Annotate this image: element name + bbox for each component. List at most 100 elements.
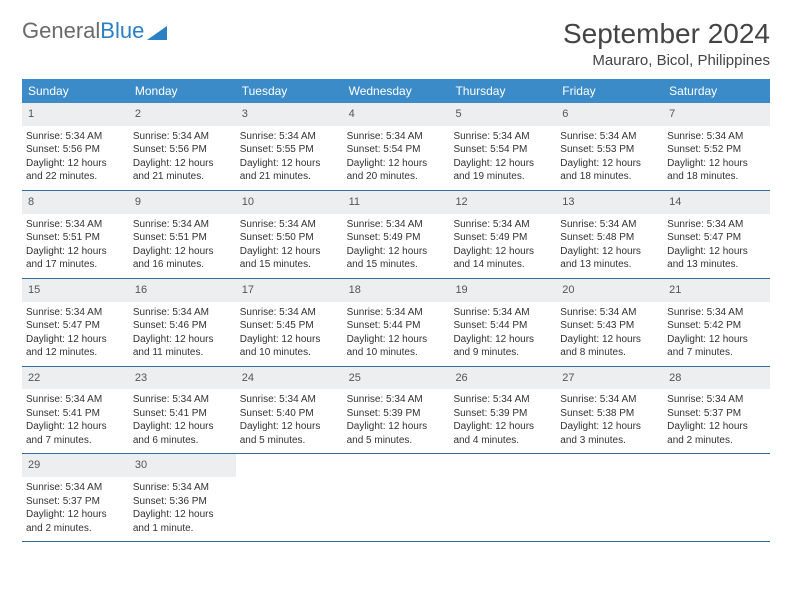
day-number: 8 [22, 191, 129, 214]
sunset-text: Sunset: 5:38 PM [560, 407, 659, 421]
day-number: 21 [663, 279, 770, 302]
sunset-text: Sunset: 5:37 PM [26, 495, 125, 509]
day-info: Sunrise: 5:34 AMSunset: 5:54 PMDaylight:… [343, 130, 450, 184]
day-header: Friday [556, 79, 663, 103]
day-header: Monday [129, 79, 236, 103]
sunrise-text: Sunrise: 5:34 AM [133, 130, 232, 144]
sunset-text: Sunset: 5:47 PM [26, 319, 125, 333]
sunrise-text: Sunrise: 5:34 AM [240, 218, 339, 232]
daylight-text: and 10 minutes. [347, 346, 446, 360]
daylight-text: and 8 minutes. [560, 346, 659, 360]
day-cell: 6 Sunrise: 5:34 AMSunset: 5:53 PMDaylight… [556, 103, 663, 190]
daylight-text: Daylight: 12 hours [240, 245, 339, 259]
day-cell: 24Sunrise: 5:34 AMSunset: 5:40 PMDayligh… [236, 367, 343, 454]
day-info: Sunrise: 5:34 AMSunset: 5:39 PMDaylight:… [343, 393, 450, 447]
logo: GeneralBlue [22, 18, 167, 44]
day-header: Wednesday [343, 79, 450, 103]
daylight-text: Daylight: 12 hours [26, 420, 125, 434]
daylight-text: and 15 minutes. [347, 258, 446, 272]
day-number: 16 [129, 279, 236, 302]
day-info: Sunrise: 5:34 AMSunset: 5:38 PMDaylight:… [556, 393, 663, 447]
daylight-text: Daylight: 12 hours [347, 245, 446, 259]
day-cell: 1Sunrise: 5:34 AMSunset: 5:56 PMDaylight… [22, 103, 129, 190]
daylight-text: and 14 minutes. [453, 258, 552, 272]
sunset-text: Sunset: 5:51 PM [26, 231, 125, 245]
day-number: 18 [343, 279, 450, 302]
day-info: Sunrise: 5:34 AMSunset: 5:43 PMDaylight:… [556, 306, 663, 360]
sunset-text: Sunset: 5:36 PM [133, 495, 232, 509]
daylight-text: Daylight: 12 hours [133, 333, 232, 347]
sunrise-text: Sunrise: 5:34 AM [240, 306, 339, 320]
sunset-text: Sunset: 5:41 PM [133, 407, 232, 421]
daylight-text: Daylight: 12 hours [667, 333, 766, 347]
day-number: 25 [343, 367, 450, 390]
day-info: Sunrise: 5:34 AMSunset: 5:42 PMDaylight:… [663, 306, 770, 360]
day-cell: 18Sunrise: 5:34 AMSunset: 5:44 PMDayligh… [343, 279, 450, 366]
sunrise-text: Sunrise: 5:34 AM [26, 130, 125, 144]
sunrise-text: Sunrise: 5:34 AM [133, 218, 232, 232]
daylight-text: Daylight: 12 hours [667, 157, 766, 171]
day-number: 7 [663, 103, 770, 126]
daylight-text: Daylight: 12 hours [560, 245, 659, 259]
day-cell: 8 Sunrise: 5:34 AMSunset: 5:51 PMDaylight… [22, 191, 129, 278]
sunrise-text: Sunrise: 5:34 AM [26, 481, 125, 495]
day-cell: 4Sunrise: 5:34 AMSunset: 5:54 PMDaylight… [343, 103, 450, 190]
day-cell: 3Sunrise: 5:34 AMSunset: 5:55 PMDaylight… [236, 103, 343, 190]
day-header: Tuesday [236, 79, 343, 103]
sunset-text: Sunset: 5:55 PM [240, 143, 339, 157]
sunrise-text: Sunrise: 5:34 AM [560, 130, 659, 144]
day-number: 6 [556, 103, 663, 126]
day-header: Thursday [449, 79, 556, 103]
day-cell: 30Sunrise: 5:34 AMSunset: 5:36 PMDayligh… [129, 454, 236, 541]
daylight-text: and 3 minutes. [560, 434, 659, 448]
sunrise-text: Sunrise: 5:34 AM [347, 306, 446, 320]
day-cell: 2Sunrise: 5:34 AMSunset: 5:56 PMDaylight… [129, 103, 236, 190]
sunset-text: Sunset: 5:45 PM [240, 319, 339, 333]
day-number: 22 [22, 367, 129, 390]
daylight-text: and 4 minutes. [453, 434, 552, 448]
day-info: Sunrise: 5:34 AMSunset: 5:50 PMDaylight:… [236, 218, 343, 272]
day-info: Sunrise: 5:34 AMSunset: 5:39 PMDaylight:… [449, 393, 556, 447]
daylight-text: and 6 minutes. [133, 434, 232, 448]
sunset-text: Sunset: 5:52 PM [667, 143, 766, 157]
sunset-text: Sunset: 5:37 PM [667, 407, 766, 421]
day-info: Sunrise: 5:34 AMSunset: 5:51 PMDaylight:… [22, 218, 129, 272]
sunrise-text: Sunrise: 5:34 AM [453, 393, 552, 407]
empty-cell [663, 454, 770, 541]
empty-cell [556, 454, 663, 541]
sunset-text: Sunset: 5:48 PM [560, 231, 659, 245]
sunrise-text: Sunrise: 5:34 AM [240, 130, 339, 144]
day-cell: 5Sunrise: 5:34 AMSunset: 5:54 PMDaylight… [449, 103, 556, 190]
day-number: 30 [129, 454, 236, 477]
day-number: 23 [129, 367, 236, 390]
sunrise-text: Sunrise: 5:34 AM [667, 393, 766, 407]
daylight-text: and 22 minutes. [26, 170, 125, 184]
day-info: Sunrise: 5:34 AMSunset: 5:37 PMDaylight:… [22, 481, 129, 535]
day-info: Sunrise: 5:34 AMSunset: 5:45 PMDaylight:… [236, 306, 343, 360]
day-number: 1 [22, 103, 129, 126]
daylight-text: Daylight: 12 hours [560, 157, 659, 171]
day-cell: 29Sunrise: 5:34 AMSunset: 5:37 PMDayligh… [22, 454, 129, 541]
sunset-text: Sunset: 5:54 PM [453, 143, 552, 157]
day-number: 28 [663, 367, 770, 390]
empty-cell [236, 454, 343, 541]
sunset-text: Sunset: 5:53 PM [560, 143, 659, 157]
daylight-text: Daylight: 12 hours [347, 420, 446, 434]
day-cell: 12Sunrise: 5:34 AMSunset: 5:49 PMDayligh… [449, 191, 556, 278]
day-number: 15 [22, 279, 129, 302]
daylight-text: and 12 minutes. [26, 346, 125, 360]
daylight-text: Daylight: 12 hours [347, 157, 446, 171]
day-number: 11 [343, 191, 450, 214]
daylight-text: Daylight: 12 hours [133, 157, 232, 171]
sunset-text: Sunset: 5:49 PM [453, 231, 552, 245]
day-cell: 15Sunrise: 5:34 AMSunset: 5:47 PMDayligh… [22, 279, 129, 366]
daylight-text: Daylight: 12 hours [453, 157, 552, 171]
sunset-text: Sunset: 5:54 PM [347, 143, 446, 157]
day-header: Sunday [22, 79, 129, 103]
day-number: 19 [449, 279, 556, 302]
daylight-text: Daylight: 12 hours [133, 508, 232, 522]
day-cell: 20Sunrise: 5:34 AMSunset: 5:43 PMDayligh… [556, 279, 663, 366]
empty-cell [343, 454, 450, 541]
day-info: Sunrise: 5:34 AMSunset: 5:44 PMDaylight:… [449, 306, 556, 360]
logo-text-general: General [22, 18, 100, 44]
